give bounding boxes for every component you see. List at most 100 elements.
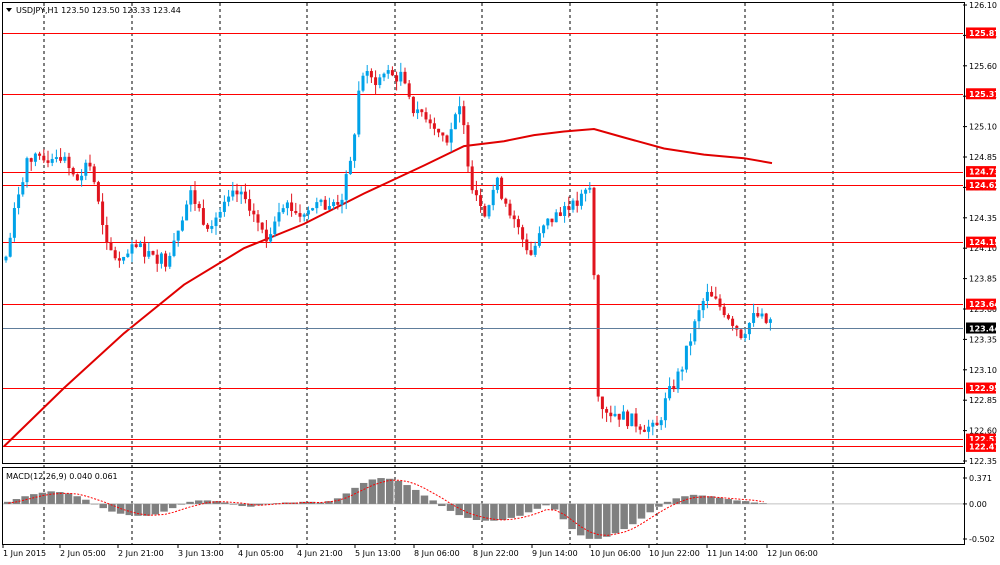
macd-histogram-bar bbox=[142, 503, 151, 516]
macd-histogram-bar bbox=[229, 503, 238, 505]
candle-body bbox=[294, 210, 298, 214]
candle-body bbox=[75, 174, 79, 181]
candle-body bbox=[33, 153, 37, 162]
candle-body bbox=[46, 160, 50, 163]
candle-body bbox=[407, 83, 411, 97]
candle-body bbox=[59, 157, 63, 161]
macd-histogram-bar bbox=[472, 503, 481, 520]
macd-histogram-bar bbox=[629, 503, 637, 525]
moving-average bbox=[3, 127, 773, 448]
candle-body bbox=[441, 132, 445, 136]
candle-body bbox=[84, 162, 88, 176]
macd-histogram-bar bbox=[73, 496, 81, 504]
candle-body bbox=[567, 206, 571, 210]
macd-histogram-bar bbox=[759, 503, 767, 504]
candle-body bbox=[206, 224, 210, 229]
price-tick-label: 123.85 bbox=[969, 275, 997, 284]
macd-histogram-bar bbox=[368, 479, 377, 504]
candle-body bbox=[168, 255, 172, 267]
macd-histogram-bar bbox=[603, 503, 611, 537]
candle-body bbox=[227, 196, 231, 202]
level-label: 122.53 bbox=[969, 435, 1000, 444]
candle-body bbox=[689, 341, 693, 346]
macd-pane-frame bbox=[2, 467, 965, 545]
candle-body bbox=[533, 245, 537, 255]
candle-body bbox=[201, 208, 205, 225]
candle-body bbox=[54, 157, 58, 159]
macd-histogram-bar bbox=[125, 503, 134, 516]
candle-body bbox=[722, 306, 726, 316]
macd-histogram-bar bbox=[516, 503, 524, 516]
time-tick-label: 10 Jun 06:00 bbox=[590, 549, 641, 558]
macd-histogram-bar bbox=[333, 498, 342, 504]
candle-body bbox=[651, 422, 655, 427]
candle-body bbox=[80, 175, 84, 181]
candle-body bbox=[122, 256, 126, 261]
candle-body bbox=[584, 189, 588, 194]
level-label-box bbox=[966, 27, 996, 39]
candle-body bbox=[252, 210, 256, 215]
candle-body bbox=[290, 202, 294, 211]
time-tick-label: 10 Jun 22:00 bbox=[649, 549, 700, 558]
candle-body bbox=[63, 156, 67, 161]
candle-body bbox=[273, 221, 277, 235]
level-label: 124.15 bbox=[969, 238, 1000, 247]
candle-body bbox=[172, 240, 176, 256]
macd-histogram-bar bbox=[637, 503, 646, 519]
candle-body bbox=[701, 301, 705, 311]
price-tick-label: 125.60 bbox=[969, 62, 997, 71]
candle-body bbox=[231, 190, 235, 197]
macd-histogram-bar bbox=[30, 494, 38, 504]
macd-histogram-bar bbox=[533, 503, 542, 509]
candle-body bbox=[126, 253, 130, 257]
candle-body bbox=[714, 296, 718, 299]
price-tick-label: 124.10 bbox=[969, 244, 997, 253]
candle-body bbox=[718, 298, 722, 307]
macd-histogram-bar bbox=[412, 489, 420, 504]
candle-body bbox=[67, 156, 71, 168]
candle-body bbox=[143, 243, 147, 257]
macd-histogram-bar bbox=[524, 503, 533, 513]
macd-histogram-bar bbox=[707, 496, 715, 504]
candle-body bbox=[50, 158, 54, 163]
candle-body bbox=[134, 244, 138, 248]
macd-histogram-bar bbox=[90, 503, 99, 505]
candle-body bbox=[592, 187, 596, 276]
candle-body bbox=[579, 193, 583, 206]
macd-histogram-bar bbox=[455, 503, 463, 516]
candle-body bbox=[756, 313, 760, 317]
candle-body bbox=[92, 166, 96, 183]
candle-body bbox=[365, 71, 369, 76]
candle-body bbox=[88, 162, 92, 167]
macd-histogram-bar bbox=[212, 501, 220, 504]
macd-histogram-bar bbox=[168, 503, 177, 509]
candle-body bbox=[500, 177, 504, 199]
current-price-box bbox=[966, 322, 996, 334]
candle-body bbox=[390, 70, 394, 76]
candle-body bbox=[550, 218, 554, 223]
candle-body bbox=[684, 345, 688, 370]
candle-body bbox=[344, 174, 348, 200]
macd-histogram-bar bbox=[724, 499, 733, 504]
candle-body bbox=[676, 371, 680, 390]
candle-body bbox=[458, 106, 462, 115]
candle-body bbox=[222, 201, 226, 212]
level-label: 122.95 bbox=[969, 384, 1000, 393]
macd-histogram-bar bbox=[221, 502, 229, 504]
chart-menu-triangle-icon[interactable] bbox=[6, 8, 12, 12]
macd-histogram-bar bbox=[351, 487, 359, 504]
candle-body bbox=[663, 398, 667, 421]
candle-body bbox=[4, 256, 8, 261]
candle-body bbox=[588, 187, 592, 190]
candle-body bbox=[479, 195, 483, 206]
candle-body bbox=[38, 153, 42, 156]
macd-tick-label: 0.371 bbox=[969, 474, 992, 483]
candle-body bbox=[609, 412, 613, 417]
macd-histogram-bar bbox=[186, 501, 194, 504]
candle-body bbox=[378, 77, 382, 86]
candle-body bbox=[96, 182, 100, 202]
macd-histogram-bar bbox=[429, 500, 437, 504]
level-label: 125.87 bbox=[969, 29, 1000, 38]
